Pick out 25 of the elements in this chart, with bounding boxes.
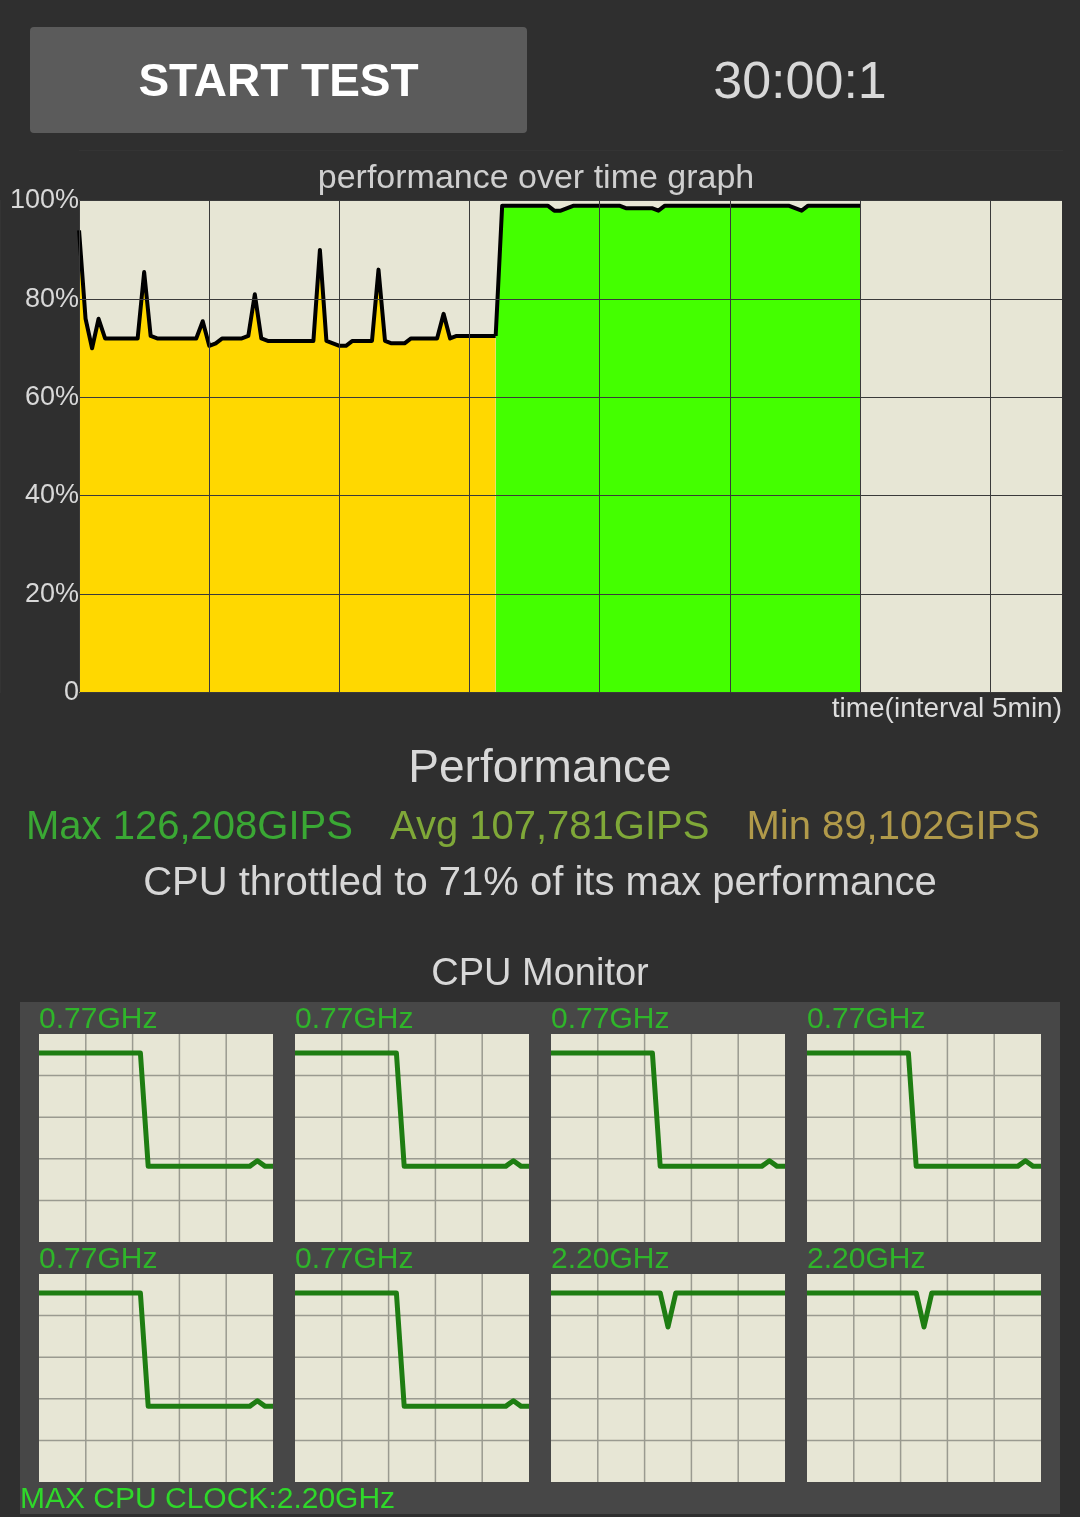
annotation: MAX CPU CLOCK:2.20GHz [20,1481,396,1514]
chart-title: 0.77GHz [39,1241,159,1274]
y-tick-label: 60% [25,380,80,411]
text: Min 89,102GIPS [746,802,1040,849]
y-tick-label: 20% [25,577,80,608]
y-tick-label: 100% [9,184,80,215]
chart-title: 0.77GHz [295,1001,415,1034]
text: CPU throttled to 71% of its max performance [142,858,938,905]
text: Performance [407,739,673,794]
chart-title: 0.77GHz [39,1001,159,1034]
text: START TEST [30,27,527,133]
text: Max 126,208GIPS [26,802,353,849]
y-tick-label: 80% [25,282,80,313]
chart-title: performance over time graph [317,156,755,195]
chart-title: 0.77GHz [807,1001,927,1034]
y-tick-label: 0 [64,675,80,706]
chart-title: 0.77GHz [551,1001,671,1034]
text: 30:00:1 [712,50,888,110]
chart-title: 2.20GHz [807,1241,927,1274]
text: CPU Monitor [430,950,650,995]
y-tick-label: 40% [25,479,80,510]
text: Avg 107,781GIPS [389,802,710,849]
x-axis-title: time(interval 5min) [831,691,1062,723]
chart-title: 0.77GHz [295,1241,415,1274]
chart-title: 2.20GHz [551,1241,671,1274]
